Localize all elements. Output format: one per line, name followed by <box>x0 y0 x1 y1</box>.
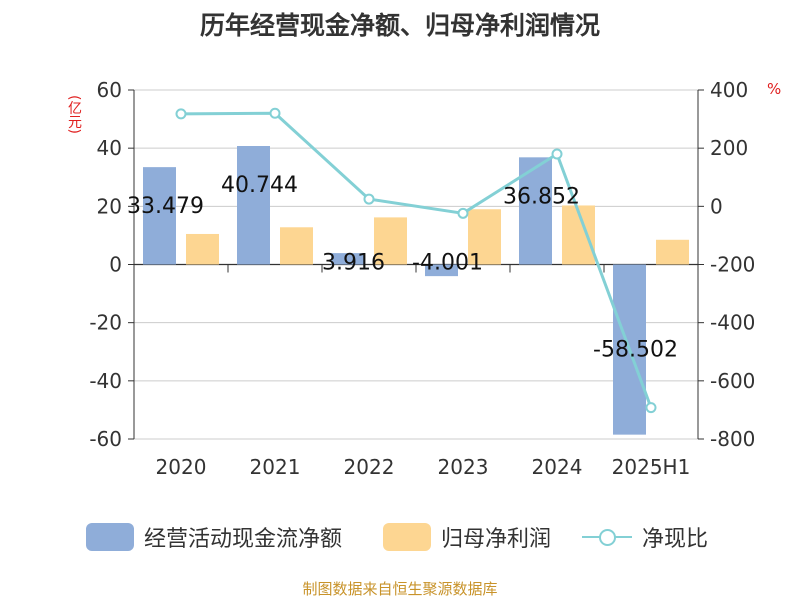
y-right-tick-label: -400 <box>710 311 755 335</box>
y-right-tick-label: -200 <box>710 253 755 277</box>
y-right-tick-label: -800 <box>710 427 755 451</box>
line-ratio <box>180 111 653 409</box>
point-ratio <box>269 107 281 119</box>
data-label-cash-flow: 33.479 <box>127 194 204 219</box>
x-tick-label: 2022 <box>344 455 395 479</box>
y-left-tick-label: -40 <box>89 369 122 393</box>
right-axis-unit: % <box>767 80 782 98</box>
data-label-cash-flow: 36.852 <box>503 184 580 209</box>
legend-item-cash-flow[interactable]: 经营活动现金流净额 <box>86 520 342 554</box>
y-left-tick-label: 60 <box>97 78 122 102</box>
y-left-tick-label: -20 <box>89 311 122 335</box>
bar-net-profit <box>374 217 407 265</box>
bar-cash-flow <box>143 167 176 265</box>
bar-net-profit <box>656 239 689 265</box>
legend-item-net-profit[interactable]: 归母净利润 <box>383 520 551 554</box>
point-ratio <box>551 148 563 160</box>
legend-label-ratio: 净现比 <box>642 527 709 552</box>
bar-cash-flow <box>331 253 364 265</box>
bar-net-profit <box>186 233 219 265</box>
x-tick-label: 2021 <box>250 455 301 479</box>
data-label-cash-flow: 3.916 <box>322 251 385 276</box>
bar-net-profit <box>468 209 501 265</box>
bar-cash-flow <box>425 264 458 277</box>
bar-cash-flow <box>237 146 270 265</box>
y-left-tick-label: 0 <box>109 253 122 277</box>
legend-label-net-profit: 归母净利润 <box>441 527 552 552</box>
y-left-tick-label: 20 <box>97 194 122 218</box>
data-source-note: 制图数据来自恒生聚源数据库 <box>302 580 498 598</box>
point-ratio <box>175 108 187 120</box>
point-ratio <box>363 193 375 205</box>
y-left-tick-label: 40 <box>97 136 122 160</box>
legend-swatch-net-profit <box>383 523 431 551</box>
y-right-tick-label: 200 <box>710 136 748 160</box>
x-tick-label: 2025H1 <box>612 455 691 479</box>
data-label-cash-flow: -58.502 <box>593 338 678 363</box>
legend-line-ratio <box>582 523 632 551</box>
legend-swatch-cash-flow <box>86 523 134 551</box>
legend-item-ratio[interactable]: 净现比 <box>582 520 708 554</box>
y-right-tick-label: -600 <box>710 369 755 393</box>
point-ratio <box>645 402 657 414</box>
data-label-cash-flow: -4.001 <box>412 251 483 276</box>
y-left-tick-label: -60 <box>89 427 122 451</box>
x-tick-label: 2023 <box>438 455 489 479</box>
y-right-tick-label: 0 <box>710 194 723 218</box>
y-right-tick-label: 400 <box>710 78 748 102</box>
x-tick-label: 2024 <box>532 455 583 479</box>
point-ratio <box>457 207 469 219</box>
legend: 经营活动现金流净额 归母净利润 净现比 <box>0 520 800 554</box>
x-tick-label: 2020 <box>156 455 207 479</box>
chart-title: 历年经营现金净额、归母净利润情况 <box>199 11 600 40</box>
data-label-cash-flow: 40.744 <box>221 173 298 198</box>
left-axis-unit: (亿元) <box>66 95 82 134</box>
legend-label-cash-flow: 经营活动现金流净额 <box>144 527 343 552</box>
bar-net-profit <box>280 227 313 265</box>
